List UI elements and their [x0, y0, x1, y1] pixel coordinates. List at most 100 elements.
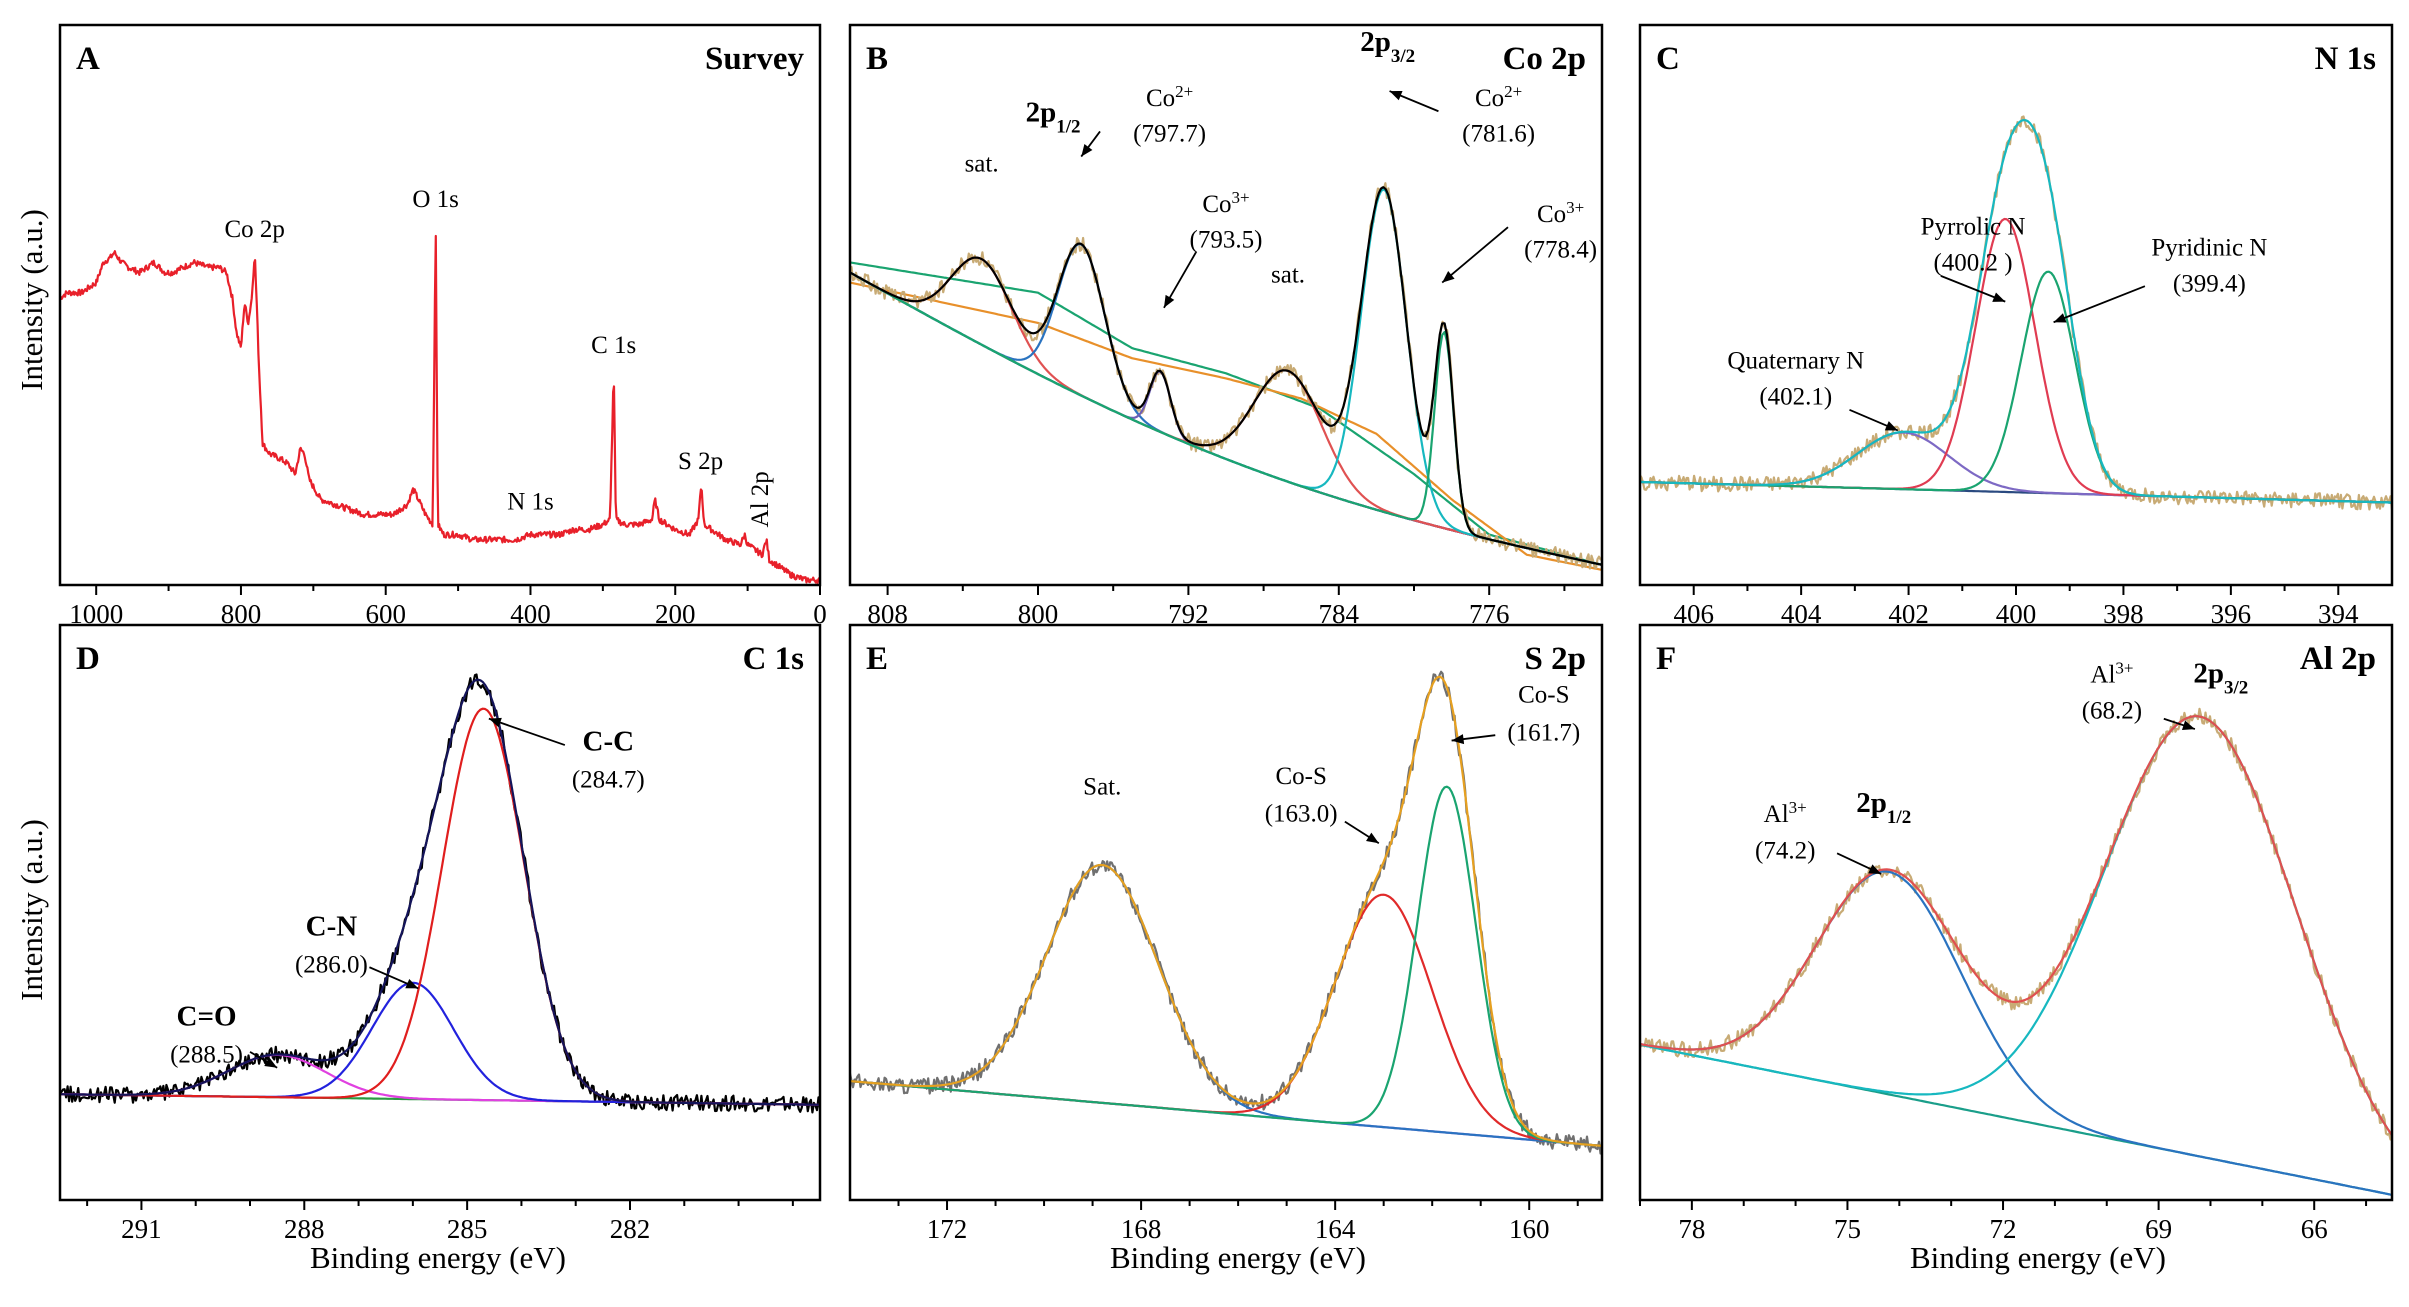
- x-ticks: 406 404 402 400 398 396 394: [1673, 585, 2359, 629]
- annotation: N 1s: [507, 488, 554, 515]
- tick-label: 75: [1834, 1214, 1861, 1244]
- series-survey: [60, 234, 820, 584]
- tick-label: 66: [2301, 1214, 2328, 1244]
- peak-3: [850, 271, 1602, 566]
- envelope: [850, 186, 1602, 566]
- x-ticks: 1000 800 600 400 200 0: [69, 585, 827, 629]
- plot-frame: [1638, 623, 2394, 1202]
- annotation: sat.: [965, 151, 999, 178]
- plot-area: [850, 670, 1602, 1155]
- panel-a: 1000 800 600 400 200 0 A Survey Co 2p O 1s C 1s N 1…: [58, 23, 827, 629]
- panel-d: 291 288 285 282 D C 1s C-C (284.7) C-N (286.0) C=O…: [58, 623, 822, 1244]
- peak-1: [850, 863, 1602, 1148]
- envelope: [1640, 119, 2392, 504]
- annotation-text: (161.7): [1507, 720, 1580, 747]
- annotation-sup: 3+: [1232, 188, 1250, 207]
- annotation-text: Sat.: [1083, 774, 1121, 801]
- annotation: Co3+: [1202, 188, 1249, 219]
- annotation-text: (284.7): [572, 766, 645, 793]
- arrow-head: [2053, 313, 2067, 323]
- arrow-head: [1451, 734, 1465, 745]
- annotation-text: (778.4): [1524, 236, 1597, 263]
- annotation-sup: 2+: [1504, 82, 1522, 101]
- arrow-line: [488, 717, 566, 746]
- annotation: (793.5): [1190, 226, 1263, 253]
- annotation-text: S 2p: [678, 448, 723, 475]
- annotation-text: Co: [1146, 85, 1175, 112]
- plot-area: [60, 673, 820, 1114]
- annotation: Pyrrolic N: [1921, 214, 2026, 241]
- plot-area: [1640, 115, 2392, 511]
- annotation: 2p1/2: [1026, 96, 1081, 137]
- annotation-text: 2p: [2193, 658, 2224, 690]
- x-axis-title-d: Binding energy (eV): [310, 1240, 566, 1275]
- peak-3: [1640, 270, 2392, 504]
- annotation-text: Co: [1537, 201, 1566, 228]
- peak-2: [850, 242, 1602, 566]
- panel-letter: B: [866, 41, 888, 77]
- annotation: (400.2 ): [1933, 250, 2012, 277]
- annotation-text: (286.0): [295, 952, 368, 979]
- annotation: 2p3/2: [2193, 658, 2248, 699]
- background-1: [850, 261, 1602, 566]
- tick-label: 164: [1315, 1214, 1356, 1244]
- x-axis-title-f: Binding energy (eV): [1910, 1240, 2166, 1275]
- panel-title: Survey: [705, 41, 805, 77]
- arrow-line: [1441, 226, 1509, 284]
- panel-letter: C: [1656, 41, 1680, 77]
- panel-letter: F: [1656, 641, 1676, 677]
- annotation-text: Al: [2090, 662, 2115, 689]
- panel-c: 406 404 402 400 398 396 394 C N 1s Pyrrolic N (400…: [1638, 23, 2394, 629]
- annotation-text: (793.5): [1190, 226, 1263, 253]
- annotation-text: C=O: [177, 1000, 237, 1032]
- annotation: (797.7): [1133, 120, 1206, 147]
- annotation-text: (74.2): [1755, 837, 1815, 864]
- annotation-text: C-C: [583, 725, 635, 757]
- panel-letter: D: [76, 641, 100, 677]
- annotation-text: 2p: [1360, 26, 1391, 58]
- annotation-text: N 1s: [507, 488, 554, 515]
- annotation-sub: 1/2: [1887, 806, 1911, 827]
- arrow-head: [1442, 271, 1455, 283]
- annotation-text: sat.: [1271, 262, 1305, 289]
- arrow-head: [1163, 294, 1175, 308]
- x-ticks: 78 75 72 69 66: [1639, 1200, 2368, 1244]
- tick-label: 168: [1121, 1214, 1162, 1244]
- arrow-head: [2181, 720, 2195, 731]
- annotation-text: Al: [1764, 801, 1789, 828]
- peak-1: [850, 256, 1602, 566]
- annotation-text: Co: [1202, 191, 1231, 218]
- annotation: 2p3/2: [1360, 26, 1415, 66]
- annotation: C-N: [306, 911, 358, 943]
- panel-title: S 2p: [1525, 641, 1586, 677]
- annotation: Al3+: [2090, 658, 2133, 689]
- annotation-text: (400.2 ): [1933, 250, 2012, 277]
- annotation: C=O: [177, 1000, 237, 1032]
- annotation-sup: 2+: [1175, 82, 1193, 101]
- annotation: Co2+: [1146, 82, 1193, 113]
- background-2: [850, 281, 1602, 571]
- annotation-text: (163.0): [1265, 801, 1338, 828]
- arrow-head: [488, 717, 502, 728]
- annotation-sup: 3+: [2115, 658, 2133, 677]
- panel-letter: A: [76, 41, 100, 77]
- envelope: [60, 678, 820, 1106]
- annotation: (286.0): [295, 952, 368, 979]
- annotation: Co2+: [1475, 82, 1522, 113]
- annotation: (284.7): [572, 766, 645, 793]
- annotation-text: 2p: [1856, 787, 1887, 819]
- envelope: [1640, 715, 2392, 1137]
- annotation-text: (68.2): [2082, 698, 2142, 725]
- annotation: (74.2): [1755, 837, 1815, 864]
- annotation-text: (797.7): [1133, 120, 1206, 147]
- annotation-sub: 1/2: [1056, 116, 1080, 137]
- annotation-text: Al 2p: [747, 471, 774, 527]
- annotation: (288.5): [170, 1041, 243, 1068]
- arrow-head: [264, 1057, 278, 1068]
- tick-label: 0: [813, 599, 827, 629]
- plot-area: [60, 234, 820, 584]
- annotation: (781.6): [1462, 120, 1535, 147]
- panel-title: Co 2p: [1503, 41, 1586, 77]
- y-axis-title-a: Intensity (a.u.): [14, 209, 49, 391]
- tick-label: 288: [284, 1214, 325, 1244]
